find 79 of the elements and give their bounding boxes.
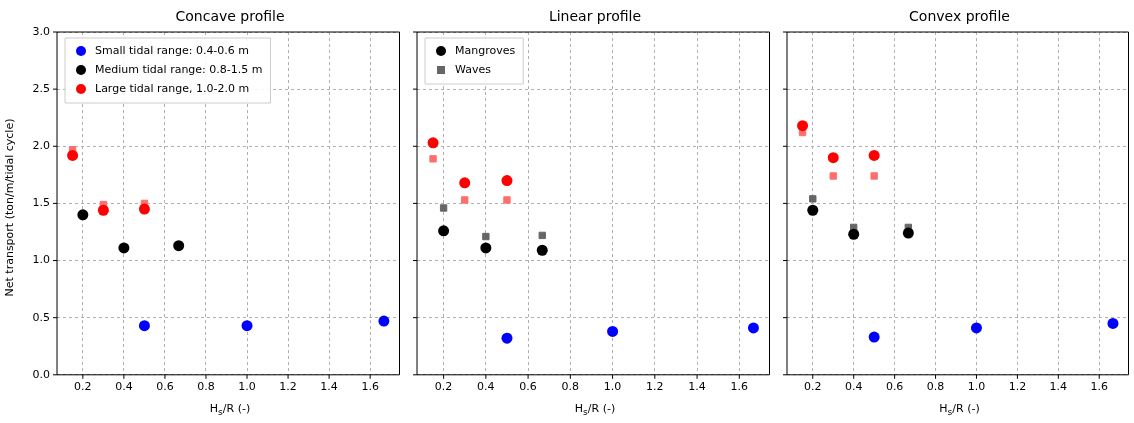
x-tick-label: 0.2 [804, 380, 822, 394]
point [902, 227, 914, 239]
x-tick-label: 1.2 [1008, 380, 1027, 394]
x-tick-label: 0.4 [115, 380, 133, 394]
x-tick-label: 0.4 [844, 380, 863, 394]
point [809, 195, 817, 203]
x-tick-label: 1.6 [730, 380, 749, 394]
x-tick-label: 0.8 [561, 380, 580, 394]
point [429, 155, 437, 163]
x-tick-label: 0.2 [74, 380, 92, 394]
point [868, 331, 880, 343]
y-tick-label: 0.0 [32, 367, 50, 381]
legend-label: Waves [455, 62, 492, 76]
x-tick-label: 0.6 [885, 380, 904, 394]
point [538, 231, 546, 240]
x-tick-label: 1.4 [1049, 380, 1068, 394]
legend-label: Mangroves [455, 43, 516, 57]
x-tick-label: 1.4 [320, 380, 338, 394]
x-tick-label: 1.0 [603, 380, 622, 394]
x-tick-label: 1.2 [646, 380, 664, 394]
point [807, 204, 819, 216]
point [829, 172, 837, 180]
point [427, 137, 439, 149]
point [607, 325, 619, 337]
point [138, 203, 150, 215]
x-tick-label: 0.8 [197, 380, 215, 394]
y-tick-label: 1.5 [32, 196, 50, 210]
point [501, 332, 513, 344]
point [97, 204, 109, 216]
y-tick-label: 3.0 [32, 24, 50, 38]
point [378, 315, 390, 327]
point [439, 204, 448, 212]
point [827, 152, 839, 164]
x-axis-title: H$_{s}$/R (-) [208, 402, 252, 418]
point [503, 196, 511, 204]
x-tick-label: 1.4 [688, 380, 706, 394]
point [480, 242, 492, 254]
point [482, 232, 490, 241]
x-tick-label: 1.6 [1090, 380, 1108, 394]
chart-title: Convex profile [908, 8, 1011, 24]
x-tick-label: 1.2 [279, 380, 297, 394]
chart-title: Concave profile [174, 8, 286, 24]
point [870, 172, 878, 180]
point [77, 209, 89, 221]
point [536, 244, 548, 256]
x-tick-label: 1.0 [238, 380, 256, 394]
x-axis-title: H$_{s}$/R (-) [573, 402, 617, 418]
point [747, 322, 759, 334]
chart-title: Linear profile [547, 8, 643, 24]
y-axis-title: Net transport (ton/m/tidal cycle) [3, 118, 17, 296]
legend-label: Medium tidal range: 0.8-1.5 m [95, 62, 263, 76]
x-tick-label: 1.6 [361, 380, 379, 394]
x-axis-title: H$_{s}$/R (-) [938, 402, 981, 418]
point [459, 177, 471, 189]
point [461, 196, 469, 204]
point [797, 120, 809, 132]
point [173, 240, 185, 252]
legend-label: Large tidal range, 1.0-2.0 m [95, 81, 250, 95]
point [241, 320, 253, 332]
x-tick-label: 0.6 [519, 380, 537, 394]
point [1107, 317, 1119, 329]
y-tick-label: 2.0 [32, 139, 50, 153]
point [438, 225, 450, 237]
x-tick-label: 0.4 [477, 380, 495, 394]
x-tick-label: 0.2 [434, 380, 453, 394]
point [138, 320, 150, 332]
point [118, 242, 130, 254]
x-tick-label: 0.8 [926, 380, 945, 394]
y-tick-label: 0.5 [32, 310, 50, 324]
x-tick-label: 1.0 [967, 380, 986, 394]
y-tick-label: 1.0 [32, 253, 50, 267]
point [501, 175, 513, 187]
point [970, 322, 982, 334]
y-tick-label: 2.5 [32, 81, 50, 95]
point [848, 228, 860, 240]
point [67, 149, 79, 161]
legend-label: Small tidal range: 0.4-0.6 m [95, 43, 250, 57]
x-tick-label: 0.6 [156, 380, 174, 394]
point [868, 149, 880, 161]
